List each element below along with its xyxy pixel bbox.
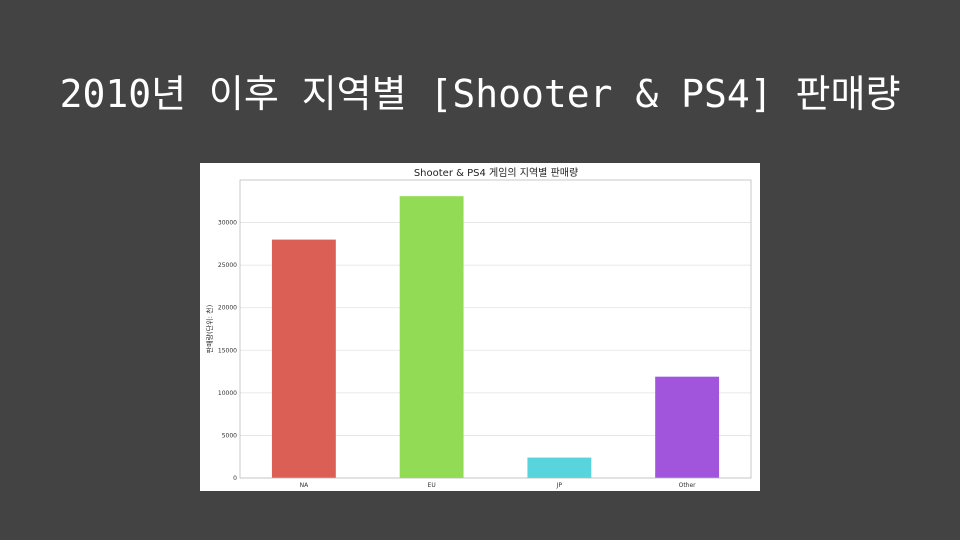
y-tick-label: 25000	[218, 262, 237, 269]
plot-border	[239, 179, 752, 479]
bar-na	[271, 239, 336, 478]
bar-other	[655, 376, 720, 478]
y-tick-label: 10000	[218, 390, 237, 397]
x-tick-label-other: Other	[679, 482, 697, 489]
y-tick-label: 15000	[218, 347, 237, 354]
chart-title: Shooter & PS4 게임의 지역별 판매량	[414, 166, 578, 179]
y-axis-label: 판매량(단위: 천)	[205, 304, 214, 353]
y-tick-labels: 0 5000 10000 15000 20000 25000 30000	[218, 220, 237, 482]
chart-image: Shooter & PS4 게임의 지역별 판매량 0 5000 10000 1500…	[200, 163, 760, 491]
bars	[271, 196, 720, 479]
bar-jp	[527, 457, 592, 478]
y-tick-label: 5000	[222, 432, 237, 439]
x-tick-label-eu: EU	[428, 482, 436, 489]
slide-title: 2010년 이후 지역별 [Shooter & PS4] 판매량	[59, 72, 901, 116]
bar-eu	[399, 196, 464, 479]
x-tick-label-jp: JP	[556, 482, 563, 489]
y-tick-label: 20000	[218, 305, 237, 312]
y-tick-label: 30000	[218, 220, 237, 227]
bar-chart: Shooter & PS4 게임의 지역별 판매량 0 5000 10000 1500…	[205, 166, 752, 489]
y-tick-label: 0	[233, 475, 237, 482]
x-tick-label-na: NA	[300, 482, 309, 489]
x-tick-labels: NA EU JP Other	[300, 482, 697, 489]
